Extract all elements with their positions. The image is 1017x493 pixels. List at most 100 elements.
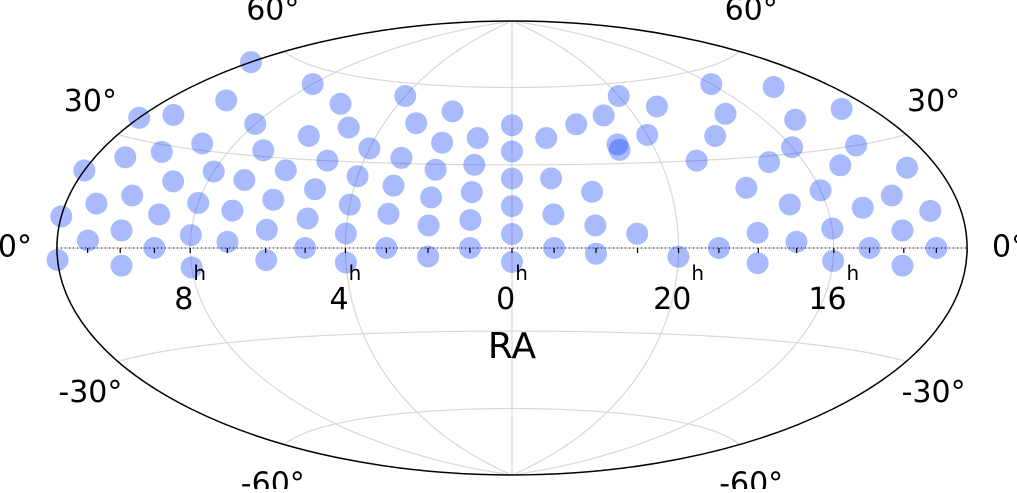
point — [417, 245, 440, 268]
point — [822, 249, 845, 272]
point — [110, 219, 133, 242]
point — [762, 76, 785, 98]
point — [346, 165, 369, 188]
point — [191, 132, 214, 155]
point — [501, 114, 523, 137]
point — [262, 188, 285, 211]
y-tick-label: 0° — [0, 230, 32, 265]
point — [636, 123, 659, 146]
x-axis-label: RA — [488, 326, 537, 367]
point — [809, 179, 832, 202]
point — [405, 112, 428, 135]
point — [316, 149, 339, 172]
point — [179, 224, 202, 247]
point — [584, 214, 607, 237]
point — [329, 92, 352, 115]
y-tick-label: -60° — [241, 466, 305, 489]
point — [592, 104, 615, 127]
point — [542, 203, 565, 226]
point — [645, 95, 668, 118]
points — [46, 51, 948, 279]
point — [337, 116, 360, 139]
point — [382, 174, 405, 197]
point — [829, 154, 852, 177]
point — [851, 196, 874, 219]
point — [830, 97, 853, 120]
point — [581, 180, 604, 203]
point — [338, 193, 361, 216]
point — [255, 218, 278, 241]
point — [501, 251, 523, 273]
point — [114, 146, 137, 169]
point — [781, 136, 804, 159]
x-tick-label: 8h — [174, 261, 206, 317]
y-tick-label: 30° — [907, 84, 960, 119]
y-tick-label: 60° — [725, 0, 778, 28]
point — [700, 73, 723, 96]
y-tick-label: -30° — [58, 375, 122, 410]
point — [148, 203, 171, 226]
point — [244, 112, 267, 135]
grid-line — [284, 50, 740, 89]
point — [585, 242, 607, 265]
point — [896, 156, 919, 179]
point — [255, 249, 278, 272]
point — [85, 192, 108, 215]
point — [390, 146, 413, 169]
point — [110, 254, 133, 277]
y-tick-label: -30° — [902, 375, 966, 410]
point — [758, 151, 781, 174]
point — [394, 85, 417, 107]
point — [608, 138, 631, 161]
point — [121, 184, 144, 207]
point — [845, 134, 868, 157]
x-tick-label: 4h — [330, 261, 362, 317]
point — [704, 125, 727, 147]
point — [685, 149, 708, 172]
point — [607, 85, 630, 107]
point — [891, 254, 914, 277]
point — [460, 181, 483, 204]
y-tick-label: 30° — [64, 84, 117, 119]
point — [334, 251, 357, 274]
point — [821, 217, 844, 240]
point — [301, 73, 324, 96]
point — [304, 178, 326, 201]
point — [626, 222, 649, 245]
point — [746, 252, 769, 275]
point — [233, 169, 256, 191]
point — [417, 214, 440, 237]
point — [746, 221, 769, 244]
point — [501, 195, 523, 218]
point — [162, 103, 185, 126]
point — [891, 219, 914, 242]
point — [714, 102, 737, 125]
point — [431, 131, 454, 154]
point — [667, 245, 690, 268]
point — [540, 167, 563, 190]
y-tick-label: 0° — [992, 230, 1017, 265]
point — [150, 140, 173, 163]
y-tick-label: 60° — [246, 0, 299, 28]
point — [463, 153, 486, 176]
point — [216, 230, 239, 253]
point — [215, 89, 238, 112]
point — [501, 223, 523, 245]
point — [162, 170, 185, 193]
grid-line — [117, 133, 907, 166]
grid-line — [284, 407, 740, 446]
point — [501, 167, 523, 190]
point — [296, 207, 319, 230]
point — [501, 140, 523, 163]
x-tick-label: 0h — [496, 261, 528, 317]
point — [202, 160, 225, 183]
point — [919, 199, 942, 222]
y-tick-label: -60° — [719, 466, 783, 489]
point — [76, 229, 99, 252]
point — [221, 199, 244, 222]
point — [180, 256, 203, 279]
point — [441, 100, 464, 123]
point — [565, 113, 588, 136]
